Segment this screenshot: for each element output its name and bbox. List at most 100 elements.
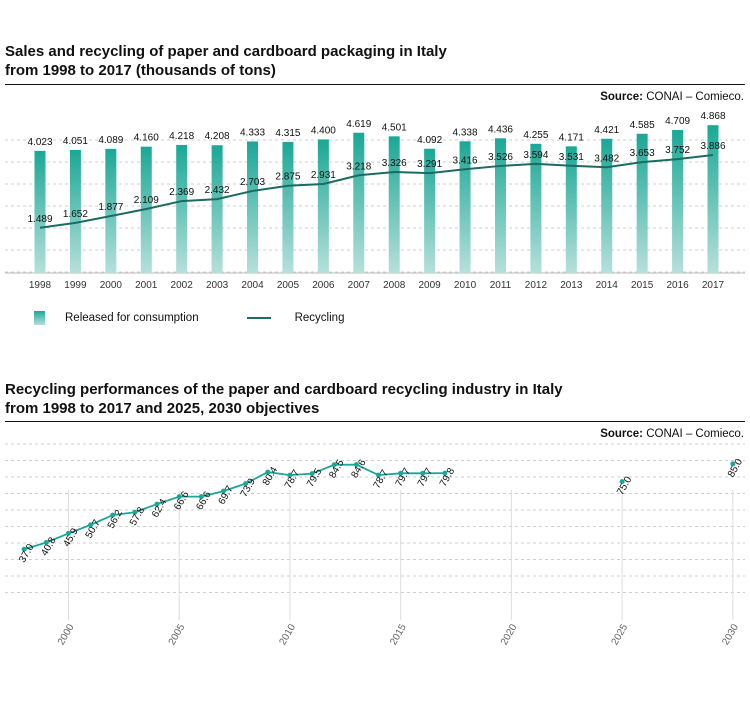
x-tick-label: 2015 — [388, 622, 409, 647]
performance-point — [132, 509, 138, 515]
chart1-top-rule — [5, 84, 745, 85]
recycling-label: 3.291 — [417, 159, 442, 170]
performance-point — [353, 462, 359, 468]
recycling-label: 1.652 — [63, 209, 88, 220]
bar-label: 4.092 — [417, 135, 442, 146]
x-tick-label: 2030 — [720, 622, 741, 647]
recycling-label: 3.526 — [488, 152, 513, 163]
objective-label: 85.0 — [726, 457, 745, 480]
x-tick-label: 2002 — [171, 280, 194, 291]
recycling-label: 2.931 — [311, 170, 336, 181]
performance-point — [243, 481, 249, 487]
bar — [601, 138, 613, 273]
chart2-title: Recycling performances of the paper and … — [5, 380, 563, 418]
legend-swatch-bars — [34, 311, 45, 325]
chart1-source-label: Source: — [600, 91, 644, 103]
bar-label: 4.208 — [205, 131, 230, 142]
x-tick-label: 2005 — [167, 622, 188, 647]
recycling-label: 3.752 — [665, 145, 690, 156]
bar — [247, 141, 259, 273]
chart2-source-text: CONAI – Comieco. — [646, 428, 744, 440]
bar-label: 4.585 — [630, 120, 655, 131]
performance-point — [309, 471, 315, 477]
bar — [317, 139, 329, 273]
x-tick-label: 2003 — [206, 280, 229, 291]
performance-label: 56.2 — [106, 508, 125, 531]
performance-point — [110, 512, 116, 518]
recycling-label: 3.653 — [630, 148, 655, 159]
bar-label: 4.160 — [134, 133, 159, 144]
bar — [34, 150, 46, 273]
chart2-source: Source: CONAI – Comieco. — [600, 428, 744, 440]
bar — [707, 125, 719, 273]
performance-point — [21, 546, 27, 552]
x-tick-label: 2013 — [560, 280, 583, 291]
recycling-label: 2.432 — [205, 185, 230, 196]
performance-point — [43, 539, 49, 545]
chart1-title: Sales and recycling of paper and cardboa… — [5, 42, 447, 80]
bar-label: 4.436 — [488, 124, 513, 135]
bar-label: 4.868 — [700, 111, 725, 122]
bar — [530, 143, 542, 273]
performance-point — [265, 469, 271, 475]
recycling-label: 1.489 — [27, 214, 52, 225]
x-tick-label: 2006 — [312, 280, 335, 291]
objective-point — [619, 479, 625, 485]
x-tick-label: 2008 — [383, 280, 406, 291]
bar-label: 4.501 — [382, 122, 407, 133]
performance-point — [420, 470, 426, 476]
recycling-label: 3.594 — [523, 150, 548, 161]
bar-label: 4.619 — [346, 119, 371, 130]
bar — [636, 133, 648, 273]
bar-label: 4.709 — [665, 116, 690, 127]
bar — [282, 141, 294, 273]
x-tick-label: 2025 — [610, 622, 631, 647]
bar — [388, 136, 400, 273]
chart1-legend: Released for consumption Recycling — [34, 311, 344, 325]
x-tick-label: 2000 — [56, 622, 77, 647]
x-tick-label: 2005 — [277, 280, 300, 291]
performance-label: 66.6 — [194, 489, 213, 512]
performance-label: 79.7 — [394, 466, 413, 489]
performance-label: 78.7 — [372, 468, 391, 491]
bar-label: 4.338 — [453, 127, 478, 138]
bar-label: 4.421 — [594, 125, 619, 136]
performance-point — [65, 530, 71, 536]
chart2-top-rule — [5, 421, 745, 422]
recycling-label: 3.482 — [594, 153, 619, 164]
performance-point — [331, 462, 337, 468]
performance-point — [198, 494, 204, 500]
recycling-label: 2.703 — [240, 177, 265, 188]
x-tick-label: 1998 — [29, 280, 52, 291]
recycling-label: 3.326 — [382, 158, 407, 169]
performance-point — [88, 522, 94, 528]
bar — [459, 141, 471, 273]
chart1-plot: 4.023 1998 4.051 1999 4.089 2000 4.160 2001 4.21… — [5, 111, 745, 291]
bar — [211, 145, 223, 273]
performance-point — [376, 472, 381, 478]
bar — [565, 146, 577, 273]
x-tick-label: 2015 — [631, 280, 654, 291]
performance-point — [287, 472, 293, 478]
legend-label-line: Recycling — [294, 312, 345, 324]
bar — [176, 144, 188, 273]
x-tick-label: 1999 — [64, 280, 87, 291]
bar — [424, 148, 436, 273]
bar — [672, 130, 684, 273]
chart2-source-label: Source: — [600, 428, 644, 440]
performance-label: 73.9 — [239, 476, 258, 499]
x-tick-label: 2020 — [499, 622, 520, 647]
recycling-label: 3.531 — [559, 152, 584, 163]
bar — [494, 138, 506, 273]
recycling-label: 3.218 — [346, 161, 371, 172]
performance-label: 79.8 — [438, 466, 457, 489]
x-tick-label: 2012 — [525, 280, 548, 291]
bar — [69, 149, 81, 273]
recycling-line — [39, 154, 714, 229]
chart1-title-line2: from 1998 to 2017 (thousands of tons) — [5, 62, 276, 79]
bar-label: 4.255 — [523, 130, 548, 141]
chart2-title-line2: from 1998 to 2017 and 2025, 2030 objecti… — [5, 400, 320, 417]
x-tick-label: 2000 — [100, 280, 123, 291]
chart1-source-text: CONAI – Comieco. — [646, 91, 744, 103]
